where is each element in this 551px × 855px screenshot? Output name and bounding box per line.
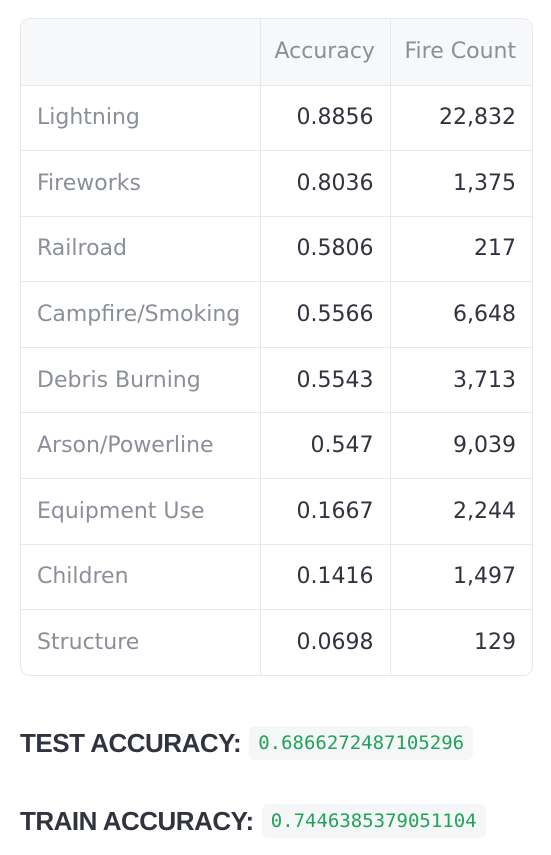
train-accuracy-metric: TRAIN ACCURACY: 0.7446385379051104 (20, 804, 486, 838)
table-row: Lightning 0.8856 22,832 (21, 85, 532, 152)
row-accuracy: 0.0698 (260, 609, 391, 676)
table-row: Campfire/Smoking 0.5566 6,648 (21, 281, 532, 348)
header-fire-count[interactable]: Fire Count (390, 19, 532, 86)
row-fire-count: 1,497 (390, 544, 532, 611)
row-accuracy: 0.547 (260, 412, 391, 480)
row-fire-count: 129 (474, 630, 516, 656)
table-header-row: Accuracy Fire Count (21, 19, 532, 86)
table-row: Equipment Use 0.1667 2,244 (21, 478, 532, 545)
row-label: Children (21, 544, 261, 611)
header-accuracy[interactable]: Accuracy (260, 19, 391, 86)
row-fire-count: 22,832 (390, 85, 532, 152)
train-accuracy-value: 0.7446385379051104 (261, 804, 486, 838)
header-blank[interactable] (21, 19, 261, 86)
row-label: Debris Burning (21, 347, 261, 414)
train-accuracy-label: TRAIN ACCURACY: (20, 805, 254, 836)
row-fire-count: 3,713 (390, 347, 532, 414)
table-row: Arson/Powerline 0.547 9,039 (21, 412, 532, 480)
row-fire-count: 9,039 (390, 412, 532, 480)
row-label: Structure (21, 609, 261, 676)
row-label: Fireworks (21, 150, 261, 217)
row-accuracy: 0.5566 (260, 281, 391, 348)
test-accuracy-label: TEST ACCURACY: (20, 727, 242, 758)
row-label: Railroad (21, 216, 261, 283)
row-accuracy: 0.8856 (260, 85, 391, 152)
test-accuracy-metric: TEST ACCURACY: 0.6866272487105296 (20, 726, 474, 760)
table-row: Railroad 0.5806 217 (21, 216, 532, 283)
row-accuracy: 0.8036 (260, 150, 391, 217)
row-label: Campfire/Smoking (21, 281, 261, 348)
table-row: Debris Burning 0.5543 3,713 (21, 347, 532, 414)
table-row: Structure 0.0698 129 (21, 609, 532, 676)
row-fire-count: 1,375 (390, 150, 532, 217)
row-accuracy: 0.5806 (260, 216, 391, 283)
accuracy-table: Accuracy Fire Count Lightning 0.8856 22,… (20, 18, 533, 677)
row-label: Equipment Use (21, 478, 261, 545)
row-accuracy: 0.5543 (260, 347, 391, 414)
row-label: Arson/Powerline (21, 412, 261, 480)
row-fire-count: 217 (390, 216, 532, 283)
row-fire-count: 6,648 (390, 281, 532, 348)
table-row: Fireworks 0.8036 1,375 (21, 150, 532, 217)
test-accuracy-value: 0.6866272487105296 (249, 726, 474, 760)
row-accuracy: 0.1416 (260, 544, 391, 611)
row-label: Lightning (21, 85, 261, 152)
row-fire-count: 2,244 (390, 478, 532, 545)
row-accuracy: 0.1667 (260, 478, 391, 545)
table-row: Children 0.1416 1,497 (21, 544, 532, 611)
